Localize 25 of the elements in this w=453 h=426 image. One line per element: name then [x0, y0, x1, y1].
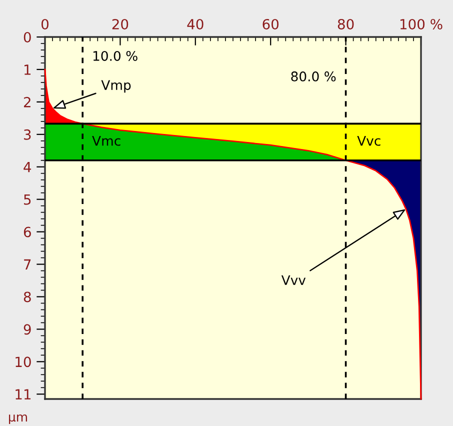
y-tick-label: 10 [16, 356, 31, 368]
y-tick-label: 1 [24, 64, 31, 75]
x-tick-label: 0 [41, 18, 48, 30]
y-tick-label: 11 [16, 389, 31, 400]
annotation: Vvc [357, 136, 380, 146]
y-tick-label: 4 [24, 162, 32, 172]
y-tick-label: 5 [24, 194, 31, 205]
x-tick-label: 60 [262, 18, 279, 30]
ref-line-label: 80.0 % [291, 71, 336, 82]
y-tick-label: 8 [24, 292, 31, 302]
y-tick-label: 9 [24, 324, 31, 335]
annotation: Vvv [281, 275, 306, 285]
y-tick-label: 3 [24, 129, 31, 140]
y-tick-label: 0 [24, 32, 31, 42]
x-tick-label: 20 [112, 18, 128, 30]
y-tick-label: 6 [24, 226, 31, 238]
x-tick-label: 40 [187, 18, 204, 30]
x-tick-label: 100 % [400, 18, 442, 30]
y-tick-label: 2 [24, 96, 30, 108]
y-tick-label: 7 [24, 259, 31, 270]
ref-line-label: 10.0 % [93, 50, 138, 61]
x-tick-label: 80 [338, 18, 354, 30]
annotation: Vmp [101, 80, 131, 93]
annotation: Vmc [92, 136, 120, 146]
y-axis-title: µm [9, 414, 28, 424]
